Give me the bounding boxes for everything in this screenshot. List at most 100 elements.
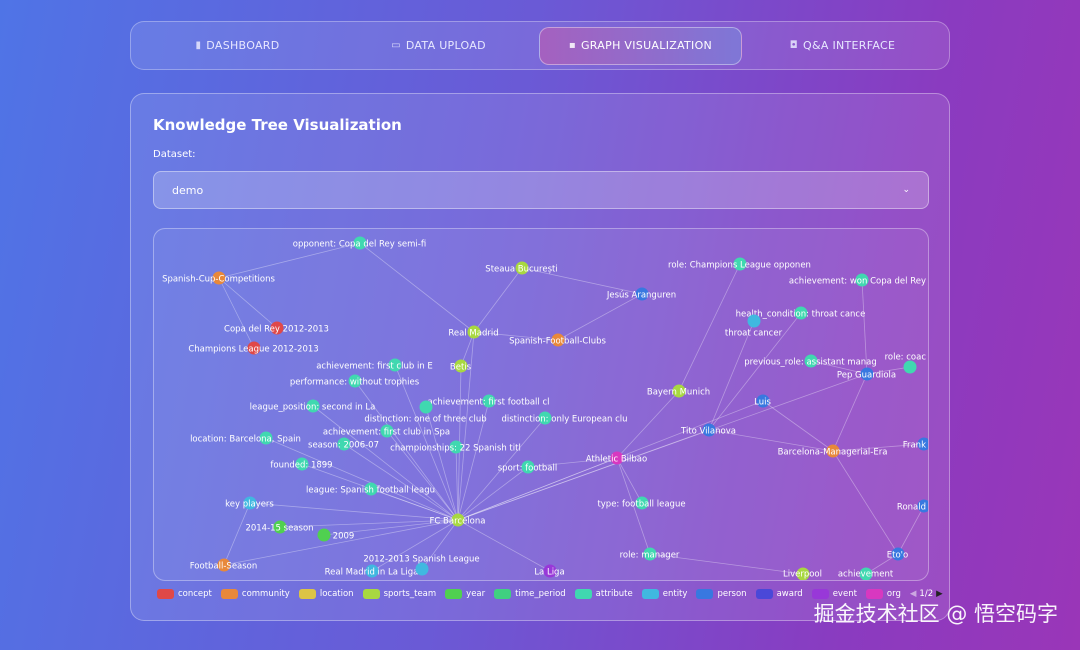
graph-node[interactable]: Spanish-Football-Clubs: [509, 333, 606, 347]
graph-svg[interactable]: opponent: Copa del Rey semi-fi Spanish-Cu…: [154, 229, 929, 581]
graph-node[interactable]: opponent: Copa del Rey semi-fi: [293, 236, 426, 250]
legend-item-community[interactable]: community: [220, 589, 290, 599]
graph-node[interactable]: Spanish-Cup-Competitions: [162, 271, 275, 285]
legend-item-location[interactable]: location: [298, 589, 354, 599]
graph-node[interactable]: role: Champions League opponen: [668, 257, 811, 271]
graph-node[interactable]: Real Madrid in La Liga: [325, 564, 419, 578]
node-circle[interactable]: [804, 354, 818, 368]
next-page-icon[interactable]: ▶: [936, 589, 943, 599]
node-circle[interactable]: [756, 394, 770, 408]
legend-item-concept[interactable]: concept: [157, 589, 212, 599]
node-circle[interactable]: [364, 482, 378, 496]
graph-node[interactable]: achievement: first club in Spa: [323, 424, 450, 438]
graph-node[interactable]: Liverpool: [783, 567, 822, 581]
graph-node[interactable]: type: football league: [597, 496, 686, 510]
graph-node[interactable]: role: manager: [620, 547, 680, 561]
node-circle[interactable]: [859, 567, 873, 581]
graph-node[interactable]: key players: [225, 496, 274, 510]
graph-node[interactable]: throat cancer: [725, 314, 783, 339]
graph-node[interactable]: previous_role: assistant manag: [744, 354, 877, 368]
legend-item-attribute[interactable]: attribute: [574, 589, 633, 599]
node-circle[interactable]: [794, 306, 808, 320]
node-circle[interactable]: [353, 236, 367, 250]
legend-item-org[interactable]: org: [865, 589, 901, 599]
graph-node[interactable]: Barcelona-Managerial-Era: [778, 444, 888, 458]
node-circle[interactable]: [388, 358, 402, 372]
node-circle[interactable]: [243, 496, 257, 510]
graph-node[interactable]: 2012-2013 Spanish League: [363, 555, 480, 576]
node-circle[interactable]: [855, 273, 869, 287]
graph-node[interactable]: Luis: [754, 394, 771, 408]
graph-node[interactable]: Steaua București: [485, 261, 558, 275]
node-circle[interactable]: [337, 437, 351, 451]
graph-node[interactable]: FC Barcelona: [430, 513, 486, 527]
node-circle[interactable]: [643, 547, 657, 561]
graph-node[interactable]: sport: football: [498, 460, 557, 474]
graph-node[interactable]: founded: 1899: [270, 457, 333, 471]
tab-dashboard[interactable]: ▮ DASHBOARD: [137, 27, 338, 65]
node-circle[interactable]: [273, 520, 287, 534]
graph-node[interactable]: Ronald: [897, 499, 929, 513]
graph-node[interactable]: 2014-15 season: [245, 520, 314, 534]
node-circle[interactable]: [259, 431, 273, 445]
tab-graph-visualization[interactable]: ▪ GRAPH VISUALIZATION: [539, 26, 742, 65]
node-circle[interactable]: [419, 400, 433, 414]
tab-data-upload[interactable]: ▭ DATA UPLOAD: [338, 27, 539, 65]
node-circle[interactable]: [610, 451, 624, 465]
graph-node[interactable]: season: 2006-07: [308, 437, 379, 451]
node-circle[interactable]: [891, 547, 905, 561]
legend-item-award[interactable]: award: [755, 589, 803, 599]
node-circle[interactable]: [917, 437, 930, 451]
node-circle[interactable]: [247, 341, 261, 355]
node-circle[interactable]: [826, 444, 840, 458]
legend-item-time_period[interactable]: time_period: [494, 589, 566, 599]
node-circle[interactable]: [217, 558, 231, 572]
node-circle[interactable]: [635, 287, 649, 301]
graph-node[interactable]: health_condition: throat cance: [736, 306, 866, 320]
node-circle[interactable]: [903, 360, 917, 374]
graph-node[interactable]: Bayern Munich: [647, 384, 710, 398]
graph-node[interactable]: Pep Guardiola: [837, 367, 896, 381]
graph-node[interactable]: location: Barcelona, Spain: [190, 431, 301, 445]
graph-node[interactable]: Football-Season: [190, 558, 258, 572]
node-circle[interactable]: [270, 321, 284, 335]
node-circle[interactable]: [551, 333, 565, 347]
graph-node[interactable]: Athletic Bilbao: [586, 451, 647, 465]
node-circle[interactable]: [449, 440, 463, 454]
graph-node[interactable]: 2009: [317, 528, 355, 542]
node-circle[interactable]: [467, 325, 481, 339]
graph-node[interactable]: distinction: one of three club: [364, 400, 487, 425]
graph-node[interactable]: achievement: [838, 567, 894, 581]
node-circle[interactable]: [306, 399, 320, 413]
graph-node[interactable]: La Liga: [534, 564, 565, 578]
node-circle[interactable]: [543, 564, 557, 578]
graph-canvas[interactable]: opponent: Copa del Rey semi-fi Spanish-Cu…: [153, 228, 929, 581]
graph-node[interactable]: Champions League 2012-2013: [188, 341, 319, 355]
node-circle[interactable]: [733, 257, 747, 271]
node-circle[interactable]: [451, 513, 465, 527]
tab-q-a-interface[interactable]: ◘ Q&A INTERFACE: [742, 27, 943, 65]
graph-node[interactable]: Eto'o: [887, 547, 908, 561]
node-circle[interactable]: [635, 496, 649, 510]
legend-item-person[interactable]: person: [696, 589, 747, 599]
node-circle[interactable]: [521, 460, 535, 474]
node-circle[interactable]: [454, 359, 468, 373]
legend-item-event[interactable]: event: [811, 589, 857, 599]
node-circle[interactable]: [365, 564, 379, 578]
graph-node[interactable]: distinction: only European clu: [501, 411, 628, 425]
node-circle[interactable]: [672, 384, 686, 398]
node-circle[interactable]: [482, 394, 496, 408]
graph-node[interactable]: role: coac: [885, 353, 927, 374]
graph-node[interactable]: championships: 22 Spanish titl: [390, 440, 521, 454]
graph-node[interactable]: Copa del Rey 2012-2013: [224, 321, 329, 335]
legend-item-entity[interactable]: entity: [641, 589, 687, 599]
graph-node[interactable]: Betis: [450, 359, 472, 373]
node-circle[interactable]: [747, 314, 761, 328]
graph-node[interactable]: achievement: won Copa del Rey: [789, 273, 926, 287]
graph-node[interactable]: Real Madrid: [448, 325, 499, 339]
graph-node[interactable]: league: Spanish football leagu: [306, 482, 435, 496]
node-circle[interactable]: [212, 271, 226, 285]
node-circle[interactable]: [317, 528, 331, 542]
legend-item-sports_team[interactable]: sports_team: [362, 589, 436, 599]
prev-page-icon[interactable]: ◀: [909, 589, 917, 599]
